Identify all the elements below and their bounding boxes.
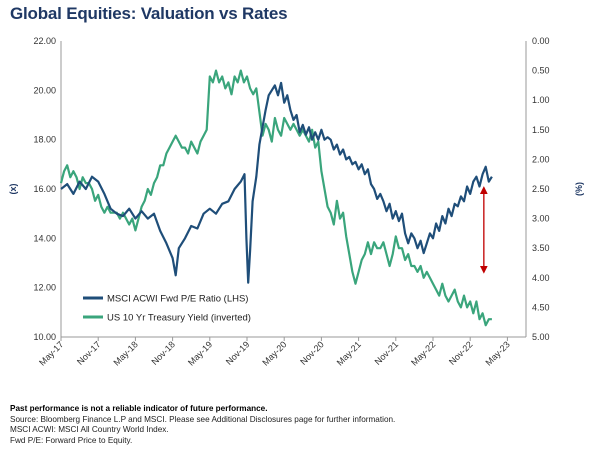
y-right-tick-label: 3.50 <box>532 243 550 253</box>
footnotes: Past performance is not a reliable indic… <box>10 404 395 446</box>
y-right-tick-label: 3.00 <box>532 214 550 224</box>
y-right-tick-label: 5.00 <box>532 332 550 342</box>
series-msci-pe-line <box>60 81 493 284</box>
x-tick-label: May-21 <box>335 339 363 367</box>
legend: MSCI ACWI Fwd P/E Ratio (LHS) US 10 Yr Tr… <box>83 294 251 324</box>
x-tick-label: May-22 <box>409 339 437 367</box>
y-right-tick-label: 2.50 <box>532 184 550 194</box>
legend-label-us10y: US 10 Yr Treasury Yield (inverted) <box>107 313 251 324</box>
x-tick-label: May-18 <box>112 339 140 367</box>
y-left-tick-label: 20.00 <box>33 85 56 95</box>
footnote-msci: MSCI ACWI: MSCI All Country World Index. <box>10 425 169 435</box>
chart-svg: 10.00 12.00 14.00 16.00 18.00 20.00 22.00 0.00 0… <box>8 36 584 368</box>
x-tick-label: Nov-20 <box>298 339 326 367</box>
y-right-tick-label: 0.50 <box>532 66 550 76</box>
y-left-tick-label: 22.00 <box>33 36 56 46</box>
y-right-axis-label: (%) <box>574 182 584 196</box>
y-right-tick-label: 4.50 <box>532 302 550 312</box>
footnote-source: Source: Bloomberg Finance L.P and MSCI. … <box>10 414 396 424</box>
y-left-axis-label: (x) <box>8 183 18 194</box>
footnote-fwdpe: Fwd P/E: Forward Price to Equity. <box>10 435 133 445</box>
x-tick-label: May-23 <box>484 339 512 367</box>
series-group <box>59 69 493 327</box>
x-tick-label: May-17 <box>37 339 65 367</box>
x-tick-label: May-20 <box>260 339 288 367</box>
x-tick-label: Nov-21 <box>373 339 401 367</box>
y-left-tick-label: 10.00 <box>33 332 56 342</box>
chart-title: Global Equities: Valuation vs Rates <box>10 4 288 23</box>
y-left-tick-label: 14.00 <box>33 233 56 243</box>
y-right-tick-label: 4.00 <box>532 273 550 283</box>
y-right-tick-label: 1.00 <box>532 95 550 105</box>
x-tick-label: Nov-19 <box>224 339 252 367</box>
y-left-tick-label: 16.00 <box>33 184 56 194</box>
y-right-tick-label: 1.50 <box>532 125 550 135</box>
x-tick-label: Nov-22 <box>447 339 475 367</box>
y-left-tick-label: 18.00 <box>33 135 56 145</box>
x-tick-label: Nov-18 <box>149 339 177 367</box>
series-us10y-line <box>59 69 492 327</box>
y-right-tick-label: 2.00 <box>532 154 550 164</box>
y-right-tick-label: 0.00 <box>532 36 550 46</box>
footnote-disclaimer: Past performance is not a reliable indic… <box>10 404 268 413</box>
legend-label-msci: MSCI ACWI Fwd P/E Ratio (LHS) <box>107 294 248 305</box>
y-left-tick-label: 12.00 <box>33 283 56 293</box>
x-tick-label: May-19 <box>186 339 214 367</box>
x-tick-label: Nov-17 <box>75 339 103 367</box>
